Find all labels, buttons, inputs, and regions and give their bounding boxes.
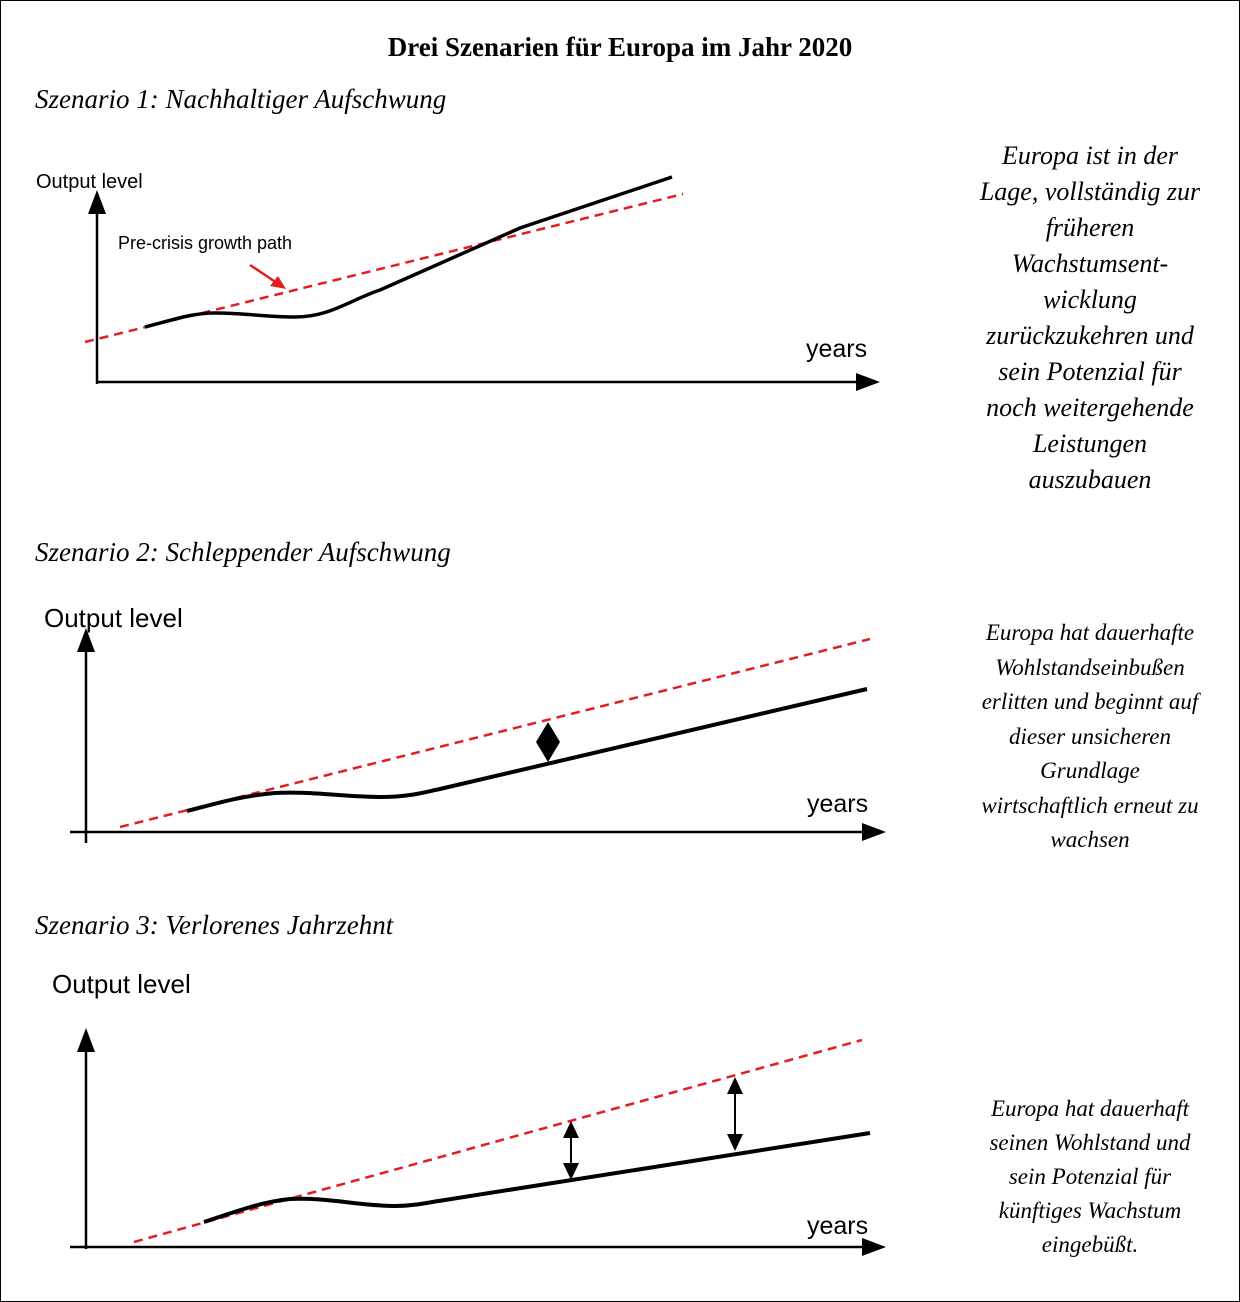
description-line: Grundlage (1040, 758, 1140, 783)
scenario-2-heading: Szenario 2: Schleppender Aufschwung (35, 537, 451, 567)
y-axis-arrowhead (88, 190, 106, 214)
annotation-arrow (249, 263, 278, 285)
description-line: Europa hat dauerhaft (990, 1096, 1190, 1121)
description-line: Leistungen (1032, 429, 1148, 458)
annotation-arrowhead (270, 276, 286, 289)
scenario-2-diagram: Output level years (44, 603, 886, 843)
output-path (186, 687, 868, 813)
description-line: Wachstumsent- (1011, 249, 1169, 278)
description-line: wachsen (1050, 827, 1130, 852)
pre-crisis-growth-path (133, 1038, 863, 1244)
gap-marker-arrowhead-up (563, 1121, 579, 1138)
scenario-3-diagram: Output level years (52, 969, 886, 1256)
description-line: zurückzukehren und (986, 321, 1194, 350)
output-path (144, 175, 673, 329)
scenario-1-heading: Szenario 1: Nachhaltiger Aufschwung (35, 84, 447, 114)
description-line: künftiges Wachstum (998, 1198, 1182, 1223)
description-line: Europa hat dauerhafte (985, 620, 1195, 645)
scenario-1-diagram: Output level years Pre-crisis growth pat… (36, 171, 880, 391)
x-axis-label: years (807, 1212, 868, 1240)
pre-crisis-growth-path (84, 192, 684, 344)
scenario-3-description: Europa hat dauerhaft seinen Wohlstand un… (940, 1092, 1240, 1262)
description-line: Lage, vollständig zur (979, 177, 1201, 206)
description-line: erlitten und beginnt auf (981, 689, 1199, 714)
y-axis-arrowhead (77, 1028, 95, 1052)
y-axis-label: Output level (52, 969, 191, 999)
description-line: Europa ist in der (1002, 141, 1178, 170)
description-line: noch weitergehende (986, 393, 1194, 422)
scenario-2-description: Europa hat dauerhafte Wohlstandseinbußen… (940, 616, 1240, 858)
description-line: Wohlstandseinbußen (995, 654, 1185, 680)
description-line: sein Potenzial für (998, 357, 1182, 386)
x-axis-arrowhead (862, 1238, 886, 1256)
y-axis-label: Output level (36, 171, 143, 193)
x-axis-arrowhead (862, 823, 886, 841)
gap-marker-arrowhead-down (563, 1163, 579, 1180)
description-line: auszubauen (1028, 465, 1152, 494)
description-line: früheren (1045, 213, 1135, 242)
description-line: sein Potenzial für (1008, 1164, 1172, 1189)
description-line: wicklung (1043, 285, 1137, 314)
description-line: dieser unsicheren (1008, 723, 1172, 749)
gap-marker-arrowhead-down (727, 1134, 743, 1151)
x-axis-arrowhead (856, 373, 880, 391)
gap-marker (536, 722, 560, 762)
description-line: eingebüßt. (1041, 1232, 1139, 1257)
scenario-3-heading: Szenario 3: Verlorenes Jahrzehnt (35, 910, 394, 940)
gap-marker-arrowhead-up (727, 1077, 743, 1094)
description-line: wirtschaftlich erneut zu (981, 792, 1199, 818)
pre-crisis-label: Pre-crisis growth path (118, 233, 292, 253)
output-path (203, 1131, 871, 1224)
x-axis-label: years (807, 790, 868, 818)
scenario-1-description: Europa ist in der Lage, vollständig zur … (940, 138, 1240, 498)
x-axis-label: years (806, 335, 867, 363)
page-title: Drei Szenarien für Europa im Jahr 2020 (387, 32, 853, 62)
y-axis-label: Output level (44, 603, 183, 633)
description-line: seinen Wohlstand und (989, 1130, 1191, 1155)
y-axis-arrowhead (77, 628, 95, 652)
